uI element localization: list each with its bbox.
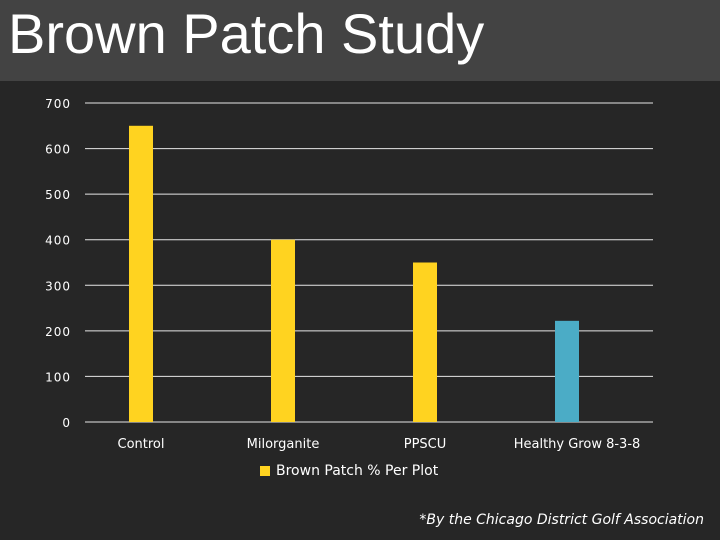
bar	[271, 239, 295, 422]
y-tick-label: 100	[45, 370, 71, 384]
bar	[129, 125, 153, 423]
title-band	[0, 0, 720, 81]
legend-label: Brown Patch % Per Plot	[276, 463, 439, 479]
bar	[555, 320, 579, 422]
x-tick-label: PPSCU	[404, 437, 447, 452]
bar	[413, 262, 437, 422]
y-tick-label: 300	[45, 279, 71, 293]
y-tick-label: 200	[45, 325, 71, 339]
y-tick-label: 400	[45, 234, 71, 248]
y-tick-label: 600	[45, 143, 71, 157]
x-tick-label: Control	[118, 437, 165, 452]
bar-chart: 0 100 200 300 400 500 600 700 Control Milorganite…	[45, 97, 653, 452]
x-tick-label: Healthy Grow 8-3-8	[514, 437, 641, 452]
legend: Brown Patch % Per Plot	[260, 463, 438, 479]
legend-swatch	[260, 466, 270, 476]
x-tick-label: Milorganite	[247, 437, 320, 452]
y-tick-label: 700	[45, 97, 71, 111]
y-tick-label: 500	[45, 188, 71, 202]
footnote: *By the Chicago District Golf Associatio…	[419, 512, 704, 528]
y-tick-label: 0	[62, 416, 71, 430]
slide-title: Brown Patch Study	[8, 2, 485, 65]
